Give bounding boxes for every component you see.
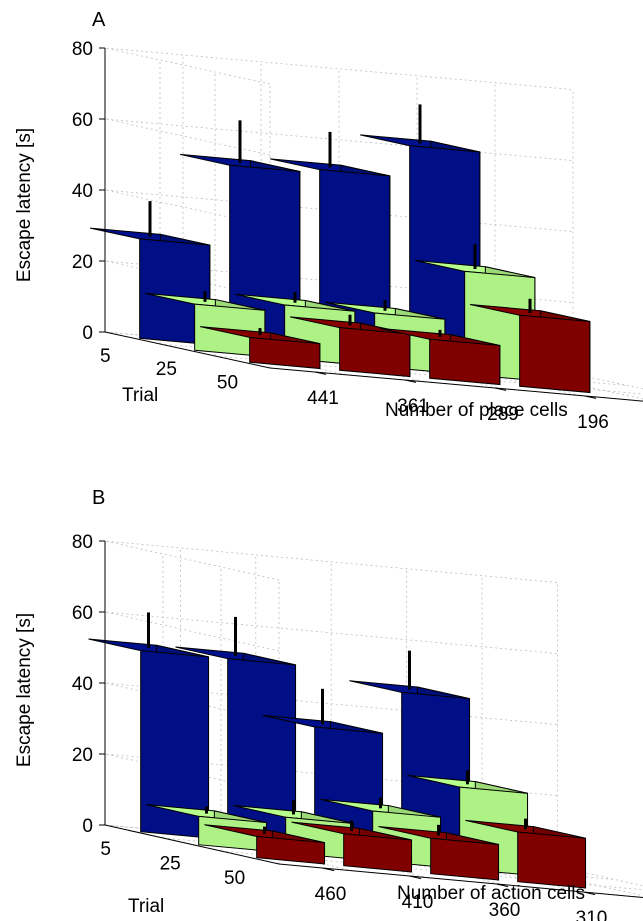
category-tick xyxy=(496,883,509,888)
panel-label: B xyxy=(92,487,105,509)
category-tick-label: 441 xyxy=(307,388,339,409)
trial-axis-label: Trial xyxy=(122,385,158,406)
z-tick-label: 40 xyxy=(72,181,93,202)
bars xyxy=(88,612,587,889)
category-tick-label: 196 xyxy=(577,412,609,433)
bar-front xyxy=(343,833,413,873)
z-tick-label: 0 xyxy=(82,816,93,837)
bars xyxy=(90,104,591,394)
z-tick-label: 20 xyxy=(72,745,93,766)
category-axis-line xyxy=(269,367,643,402)
bar xyxy=(88,612,210,839)
x-axis-label: Number of place cells xyxy=(385,400,568,421)
trial-tick-label: 25 xyxy=(160,853,181,874)
trial-tick-label: 50 xyxy=(217,372,238,393)
category-tick-label: 410 xyxy=(402,892,434,913)
trial-axis-line xyxy=(104,824,280,865)
bar xyxy=(465,818,587,889)
grid-line xyxy=(104,611,558,654)
trial-axis-line xyxy=(104,331,271,369)
bar xyxy=(291,820,413,873)
grid-line xyxy=(182,338,349,376)
trial-tick-label: 25 xyxy=(156,359,177,380)
category-axis-line xyxy=(278,863,643,898)
trial-tick-label: 5 xyxy=(100,346,111,367)
bar-front xyxy=(339,327,411,378)
grid-line xyxy=(104,47,574,90)
category-tick xyxy=(584,395,597,399)
bar xyxy=(378,824,500,881)
bar-front xyxy=(430,837,500,881)
grid-line xyxy=(494,366,643,400)
bar-front xyxy=(249,336,321,370)
axes: 0 20 40 60 80 5 25 50 441 361 289 196 xyxy=(72,39,643,433)
x-axis-label: Number of action cells xyxy=(397,883,585,904)
category-tick xyxy=(583,891,596,896)
bar-front xyxy=(429,338,501,386)
category-tick-label: 361 xyxy=(397,396,429,417)
category-tick xyxy=(494,387,507,391)
grid-line xyxy=(104,540,558,583)
z-tick-label: 40 xyxy=(72,674,93,695)
grid-line xyxy=(214,355,643,395)
z-tick-label: 0 xyxy=(82,323,93,344)
category-tick xyxy=(314,371,327,375)
z-tick-label: 60 xyxy=(72,603,93,624)
chart-panel-b: 0 20 40 60 80 5 25 50 460 410 360 310 B Escape late… xyxy=(14,487,643,921)
bar xyxy=(146,804,268,852)
chart-panel-a: 0 20 40 60 80 5 25 50 441 361 289 196 A Escape late… xyxy=(14,9,643,433)
y-axis-label: Escape latency [s] xyxy=(14,613,35,767)
z-tick-label: 20 xyxy=(72,252,93,273)
category-tick xyxy=(404,379,417,383)
category-tick xyxy=(322,867,335,872)
bar-front xyxy=(519,314,591,394)
bar xyxy=(90,201,211,346)
z-tick-label: 60 xyxy=(72,110,93,131)
category-tick-label: 360 xyxy=(489,900,521,921)
bar xyxy=(470,298,591,394)
bar xyxy=(290,314,411,378)
category-tick-label: 310 xyxy=(576,908,608,921)
bar-front xyxy=(517,831,587,889)
z-tick-label: 80 xyxy=(72,532,93,553)
category-tick xyxy=(409,875,422,880)
bar-front xyxy=(256,835,326,865)
bar xyxy=(175,616,297,847)
category-tick-label: 289 xyxy=(487,404,519,425)
category-tick-label: 460 xyxy=(315,884,347,905)
z-tick-label: 80 xyxy=(72,39,93,60)
grid-line xyxy=(104,118,574,161)
y-axis-label: Escape latency [s] xyxy=(14,128,35,282)
bar xyxy=(204,824,326,865)
trial-tick-label: 50 xyxy=(224,868,245,889)
bar xyxy=(360,104,481,370)
bar xyxy=(380,327,501,386)
panel-label: A xyxy=(92,9,106,31)
bar xyxy=(145,291,266,358)
trial-tick-label: 5 xyxy=(100,839,111,860)
bar xyxy=(200,326,321,370)
axes: 0 20 40 60 80 5 25 50 460 410 360 310 xyxy=(72,532,643,921)
trial-axis-label: Trial xyxy=(128,896,164,917)
